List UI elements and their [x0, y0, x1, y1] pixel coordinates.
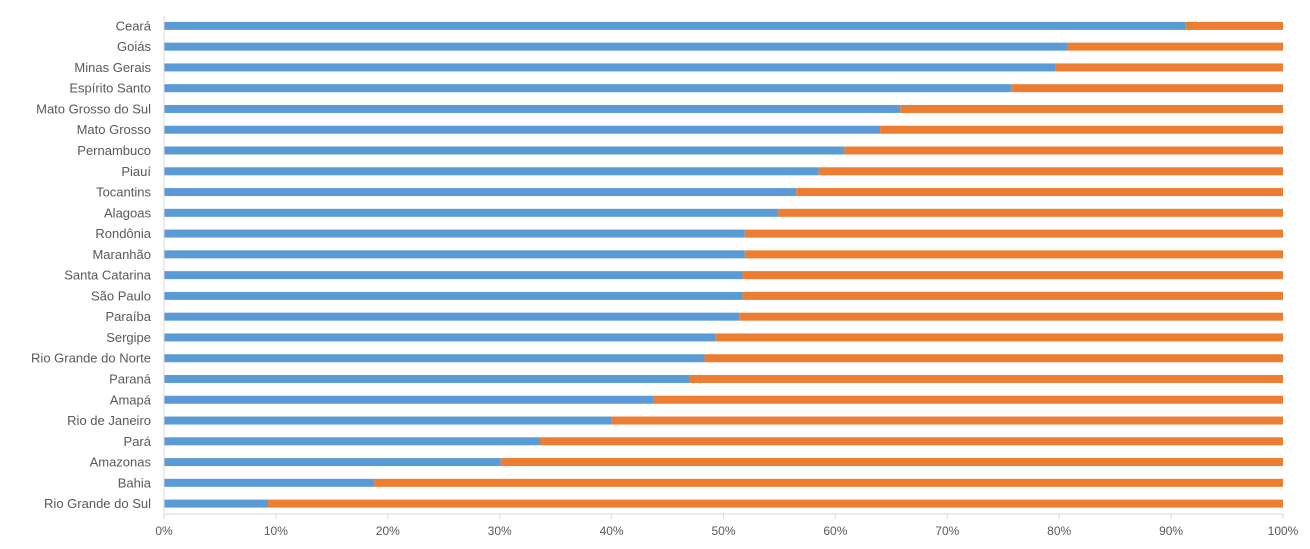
- bar-segment-series-1: [164, 63, 1056, 72]
- category-label: Amapá: [110, 392, 152, 407]
- bar-segment-series-2: [1067, 42, 1283, 51]
- category-label: Minas Gerais: [74, 60, 151, 75]
- x-axis: 0% 10% 20% 30% 40% 50% 60% 70% 80% 90% 100%: [155, 15, 1299, 538]
- category-label: São Paulo: [91, 288, 151, 303]
- bar-segment-series-1: [164, 354, 705, 363]
- bar-segment-series-2: [1011, 84, 1283, 93]
- category-label: Paraná: [109, 371, 152, 386]
- category-label: Rio Grande do Norte: [31, 351, 151, 366]
- bar-segment-series-1: [164, 499, 269, 508]
- bar-segment-series-1: [164, 21, 1186, 30]
- category-labels: Ceará Goiás Minas Gerais Espírito Santo Mato…: [31, 18, 152, 511]
- bar-segment-series-2: [715, 333, 1283, 342]
- bar-segment-series-2: [739, 312, 1283, 321]
- x-tick-label: 90%: [1159, 524, 1183, 538]
- bar-segment-series-1: [164, 42, 1068, 51]
- category-label: Mato Grosso: [77, 122, 151, 137]
- category-label: Espírito Santo: [69, 81, 151, 96]
- x-tick-label: 20%: [376, 524, 400, 538]
- category-label: Maranhão: [92, 247, 151, 262]
- bar-segment-series-2: [653, 395, 1283, 404]
- category-label: Piauí: [121, 164, 151, 179]
- bar-segment-series-2: [796, 188, 1283, 197]
- bar-segment-series-1: [164, 146, 845, 155]
- category-label: Sergipe: [106, 330, 151, 345]
- category-label: Pará: [124, 434, 152, 449]
- category-label: Pernambuco: [77, 143, 151, 158]
- bar-segment-series-1: [164, 437, 540, 446]
- bar-segment-series-1: [164, 125, 881, 134]
- bar-segment-series-1: [164, 104, 901, 113]
- bar-segment-series-1: [164, 312, 740, 321]
- x-tick-label: 50%: [711, 524, 735, 538]
- x-tick-label: 80%: [1047, 524, 1071, 538]
- bar-segment-series-2: [374, 478, 1283, 487]
- category-label: Rondônia: [95, 226, 151, 241]
- category-label: Rio Grande do Sul: [44, 496, 151, 511]
- bar-segment-series-2: [742, 271, 1283, 280]
- category-label: Paraíba: [105, 309, 151, 324]
- bar-segment-series-2: [744, 250, 1283, 259]
- category-label: Rio de Janeiro: [67, 413, 151, 428]
- x-tick-label: 70%: [935, 524, 959, 538]
- bar-segment-series-1: [164, 229, 745, 238]
- bar-segment-series-2: [744, 229, 1283, 238]
- x-tick-label: 30%: [488, 524, 512, 538]
- bar-segment-series-2: [500, 458, 1283, 467]
- bar-segment-series-1: [164, 395, 653, 404]
- category-label: Ceará: [116, 18, 152, 33]
- bar-segment-series-2: [778, 208, 1283, 217]
- x-tick-label: 0%: [155, 524, 173, 538]
- bar-segment-series-2: [844, 146, 1283, 155]
- category-label: Mato Grosso do Sul: [36, 101, 151, 116]
- bar-segment-series-2: [900, 104, 1283, 113]
- category-label: Santa Catarina: [64, 268, 151, 283]
- bar-segment-series-1: [164, 416, 612, 425]
- category-label: Tocantins: [96, 185, 151, 200]
- bar-segment-series-1: [164, 208, 779, 217]
- bar-segment-series-1: [164, 478, 375, 487]
- x-tick-label: 40%: [600, 524, 624, 538]
- bar-segment-series-2: [704, 354, 1283, 363]
- bar-segment-series-2: [611, 416, 1283, 425]
- category-label: Goiás: [117, 39, 151, 54]
- bar-segment-series-1: [164, 167, 819, 176]
- bar-segment-series-1: [164, 333, 716, 342]
- bar-segment-series-2: [1055, 63, 1283, 72]
- category-label: Alagoas: [104, 205, 151, 220]
- bar-segment-series-2: [742, 291, 1283, 300]
- x-tick-label: 10%: [264, 524, 288, 538]
- bar-segment-series-2: [818, 167, 1283, 176]
- x-tick-label: 60%: [823, 524, 847, 538]
- bar-segment-series-1: [164, 84, 1012, 93]
- category-label: Amazonas: [90, 455, 152, 470]
- x-tick-label: 100%: [1268, 524, 1299, 538]
- bar-segment-series-1: [164, 188, 797, 197]
- bar-segment-series-1: [164, 458, 501, 467]
- bar-segment-series-2: [689, 374, 1283, 383]
- bar-segment-series-1: [164, 271, 743, 280]
- bars-layer: [164, 21, 1283, 508]
- bar-segment-series-1: [164, 374, 690, 383]
- category-label: Bahia: [118, 475, 152, 490]
- bar-segment-series-1: [164, 250, 745, 259]
- bar-segment-series-2: [268, 499, 1283, 508]
- bar-segment-series-2: [539, 437, 1283, 446]
- bar-segment-series-2: [1185, 21, 1283, 30]
- bar-segment-series-1: [164, 291, 743, 300]
- bar-segment-series-2: [880, 125, 1283, 134]
